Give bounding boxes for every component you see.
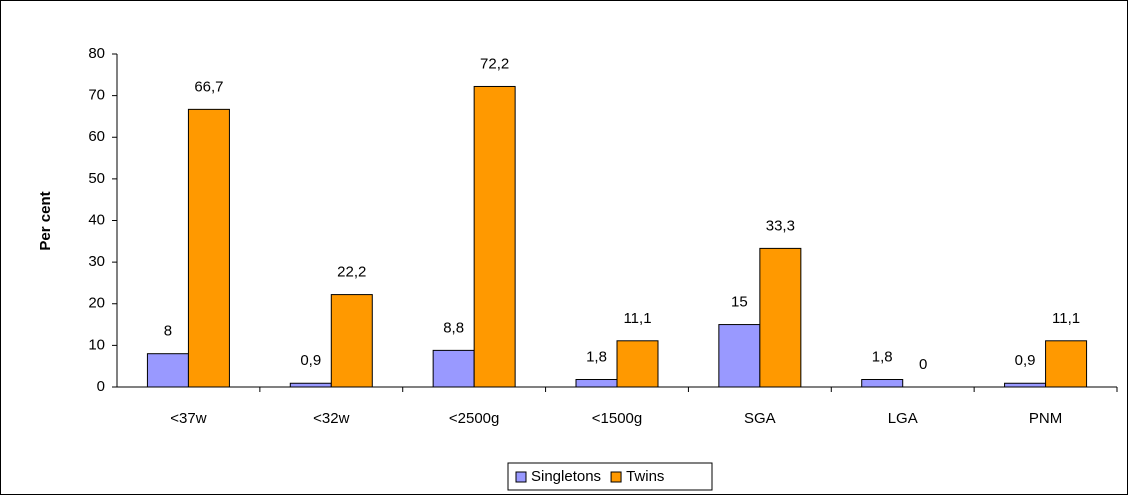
bar (473, 85, 516, 388)
value-label: 11,1 (1052, 310, 1080, 327)
value-label: 15 (731, 294, 748, 311)
bar (861, 379, 904, 388)
y-tick-label: 50 (88, 170, 105, 187)
value-label: 72,2 (480, 55, 509, 72)
x-tick-label: PNM (1029, 410, 1062, 427)
bar (718, 324, 761, 388)
bar (1045, 340, 1088, 388)
value-label: 22,2 (337, 264, 366, 281)
bar (759, 247, 802, 388)
bar (432, 349, 475, 388)
y-tick-label: 30 (88, 253, 105, 270)
y-tick-label: 70 (88, 87, 105, 104)
bar (289, 382, 332, 388)
legend-label: Singletons (531, 468, 601, 485)
y-tick-label: 10 (88, 336, 105, 353)
value-label: 8 (164, 323, 172, 340)
bar (146, 353, 189, 388)
legend-swatch (515, 471, 527, 483)
y-tick-label: 80 (88, 45, 105, 62)
legend-swatch (610, 471, 622, 483)
bar (1004, 382, 1047, 388)
x-tick-label: <2500g (449, 410, 499, 427)
y-tick-label: 0 (97, 378, 105, 395)
value-label: 8,8 (443, 319, 464, 336)
bar (575, 379, 618, 388)
value-label: 11,1 (623, 310, 651, 327)
x-tick-label: <1500g (592, 410, 642, 427)
value-label: 0,9 (300, 352, 321, 369)
x-tick-label: <37w (170, 410, 206, 427)
y-tick-label: 40 (88, 211, 105, 228)
value-label: 0,9 (1015, 352, 1036, 369)
x-tick-label: SGA (744, 410, 776, 427)
x-tick-label: <32w (313, 410, 349, 427)
bar (330, 294, 373, 388)
y-axis-title: Per cent (37, 191, 54, 250)
y-tick-label: 60 (88, 128, 105, 145)
bar (187, 108, 230, 388)
legend-box (507, 462, 713, 491)
value-label: 1,8 (586, 348, 607, 365)
value-label: 1,8 (872, 348, 893, 365)
y-tick-label: 20 (88, 295, 105, 312)
value-label: 0 (919, 356, 927, 373)
x-tick-label: LGA (888, 410, 918, 427)
legend-label: Twins (626, 468, 664, 485)
bar (616, 340, 659, 388)
value-label: 33,3 (766, 217, 795, 234)
value-label: 66,7 (194, 78, 223, 95)
